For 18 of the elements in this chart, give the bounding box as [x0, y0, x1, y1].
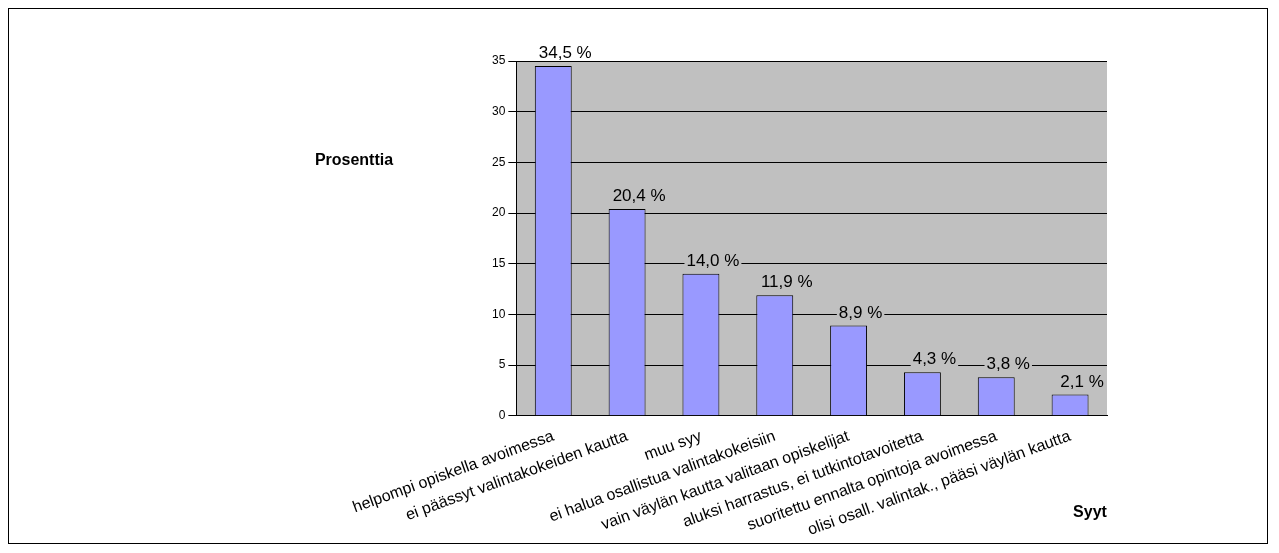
y-tick-label: 5: [498, 357, 506, 372]
data-label: 34,5 %: [538, 43, 592, 63]
y-tick-label: 0: [498, 408, 506, 423]
y-tick-label: 15: [491, 256, 506, 271]
y-tick-label: 25: [491, 154, 506, 169]
data-label: 20,4 %: [612, 186, 666, 206]
data-label: 2,1 %: [1060, 371, 1104, 391]
data-label: 3,8 %: [986, 354, 1030, 374]
x-axis-title: Syyt: [1073, 503, 1108, 521]
data-label: 14,0 %: [686, 251, 740, 271]
y-tick-label: 20: [491, 205, 506, 220]
y-tick-label: 35: [491, 53, 506, 68]
y-tick-label: 30: [491, 103, 506, 118]
data-label: 8,9 %: [838, 302, 883, 322]
y-axis-title: Prosenttia: [314, 151, 394, 169]
data-label: 11,9 %: [760, 272, 813, 292]
data-label: 4,3 %: [912, 349, 957, 369]
y-tick-label: 10: [491, 306, 506, 321]
